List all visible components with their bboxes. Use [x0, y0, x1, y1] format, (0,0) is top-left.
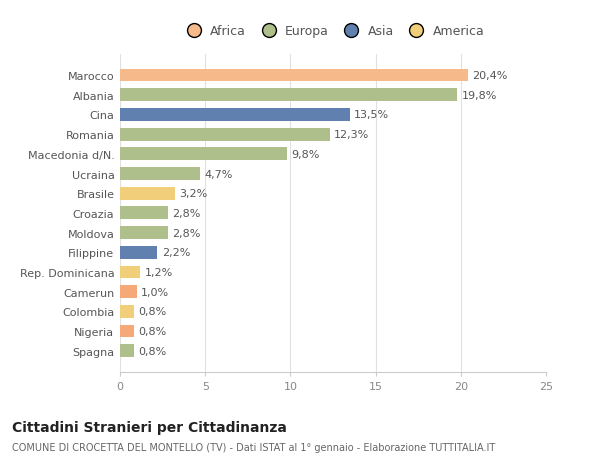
Text: 2,8%: 2,8% [172, 208, 200, 218]
Text: 13,5%: 13,5% [354, 110, 389, 120]
Text: 19,8%: 19,8% [461, 90, 497, 101]
Text: 2,8%: 2,8% [172, 228, 200, 238]
Text: 4,7%: 4,7% [205, 169, 233, 179]
Bar [120, 148, 287, 161]
Bar [120, 246, 157, 259]
Bar [120, 207, 168, 220]
Text: 0,8%: 0,8% [138, 346, 166, 356]
Bar [120, 227, 168, 240]
Text: 3,2%: 3,2% [179, 189, 207, 199]
Text: 0,8%: 0,8% [138, 326, 166, 336]
Bar [120, 305, 134, 318]
Text: Cittadini Stranieri per Cittadinanza: Cittadini Stranieri per Cittadinanza [12, 420, 287, 434]
Text: COMUNE DI CROCETTA DEL MONTELLO (TV) - Dati ISTAT al 1° gennaio - Elaborazione T: COMUNE DI CROCETTA DEL MONTELLO (TV) - D… [12, 442, 495, 452]
Text: 20,4%: 20,4% [472, 71, 507, 81]
Text: 9,8%: 9,8% [291, 150, 320, 159]
Bar [120, 325, 134, 338]
Bar [120, 69, 467, 82]
Bar [120, 345, 134, 358]
Bar [120, 89, 457, 102]
Bar [120, 266, 140, 279]
Bar [120, 109, 350, 122]
Text: 0,8%: 0,8% [138, 307, 166, 317]
Bar [120, 285, 137, 298]
Bar [120, 187, 175, 200]
Bar [120, 168, 200, 180]
Bar [120, 129, 329, 141]
Text: 2,2%: 2,2% [162, 248, 190, 258]
Text: 1,0%: 1,0% [142, 287, 169, 297]
Text: 12,3%: 12,3% [334, 130, 369, 140]
Legend: Africa, Europa, Asia, America: Africa, Europa, Asia, America [176, 20, 490, 43]
Text: 1,2%: 1,2% [145, 268, 173, 277]
